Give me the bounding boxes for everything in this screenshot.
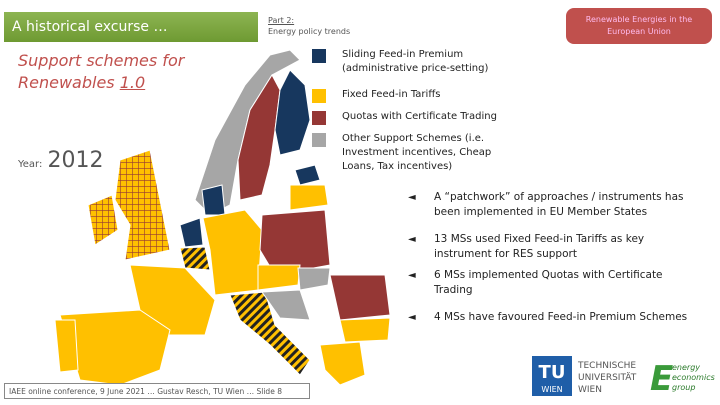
- germany: [202, 209, 263, 296]
- legend-swatch: [312, 89, 326, 103]
- balkans: [261, 289, 311, 321]
- portugal: [54, 319, 79, 373]
- heading-text: Support schemes for Renewables: [18, 51, 185, 92]
- heading-version: 1.0: [119, 73, 146, 92]
- legend-label: Fixed Feed-in Tariffs: [342, 89, 441, 100]
- bullet: A “patchwork” of approaches / instrument…: [408, 190, 698, 220]
- estonia: [294, 164, 321, 186]
- legend-label: Other Support Schemes (i.e. Investment i…: [342, 133, 492, 172]
- tu-mark-bottom: WIEN: [541, 385, 562, 394]
- year: Year: 2012: [18, 148, 103, 173]
- tu-logo: TU WIEN TECHNISCHE UNIVERSITÄT WIEN: [532, 356, 637, 396]
- norway: [194, 49, 301, 216]
- legend-swatch: [312, 133, 326, 147]
- year-label: Year:: [18, 159, 43, 170]
- eeg-mark: E: [650, 359, 673, 399]
- bulgaria: [339, 317, 391, 343]
- netherlands: [179, 217, 204, 248]
- badge: Renewable Energies in the European Union: [566, 8, 712, 44]
- czechia: [257, 264, 301, 291]
- belgium: [179, 246, 211, 271]
- latvia-lithuania: [289, 184, 329, 211]
- greece: [319, 341, 366, 386]
- tu-name: TECHNISCHE: [577, 361, 636, 371]
- denmark: [201, 184, 226, 216]
- title-bar: A historical excurse …: [4, 12, 258, 42]
- bullet: 6 MSs implemented Quotas with Certificat…: [408, 268, 698, 298]
- year-value: 2012: [47, 148, 104, 173]
- eeg-text: energy: [672, 363, 700, 372]
- ireland: [87, 194, 119, 246]
- bullet: 4 MSs have favoured Feed-in Premium Sche…: [408, 310, 698, 325]
- eeg-text: economics: [672, 373, 715, 382]
- bullet: 13 MSs used Fixed Feed-in Tariffs as key…: [408, 232, 698, 262]
- section-label: Part 2: Energy policy trends: [268, 15, 350, 37]
- tu-name: UNIVERSITÄT: [578, 372, 637, 383]
- romania: [329, 274, 391, 321]
- spain: [59, 309, 171, 386]
- footer: IAEE online conference, 9 June 2021 … Gu…: [4, 383, 310, 399]
- tu-name: WIEN: [578, 385, 602, 395]
- eeg-logo: E energy economics group: [650, 359, 715, 399]
- eeg-text: group: [672, 383, 695, 392]
- heading: Support schemes for Renewables 1.0: [18, 50, 208, 94]
- legend-swatch: [312, 49, 326, 63]
- legend-swatch: [312, 111, 326, 125]
- part: Part 2:: [268, 16, 295, 25]
- badge-text: Renewable Energies in the European Union: [585, 15, 693, 36]
- tu-mark-top: TU: [539, 362, 566, 383]
- uk: [114, 149, 171, 261]
- countries: [54, 49, 391, 386]
- legend-label: Sliding Feed-in Premium (administrative …: [342, 49, 489, 74]
- slovakia-hungary: [297, 267, 331, 291]
- finland: [274, 69, 311, 156]
- section: Energy policy trends: [268, 27, 351, 36]
- legend-label: Quotas with Certificate Trading: [342, 111, 497, 122]
- tu-mark: [532, 356, 572, 396]
